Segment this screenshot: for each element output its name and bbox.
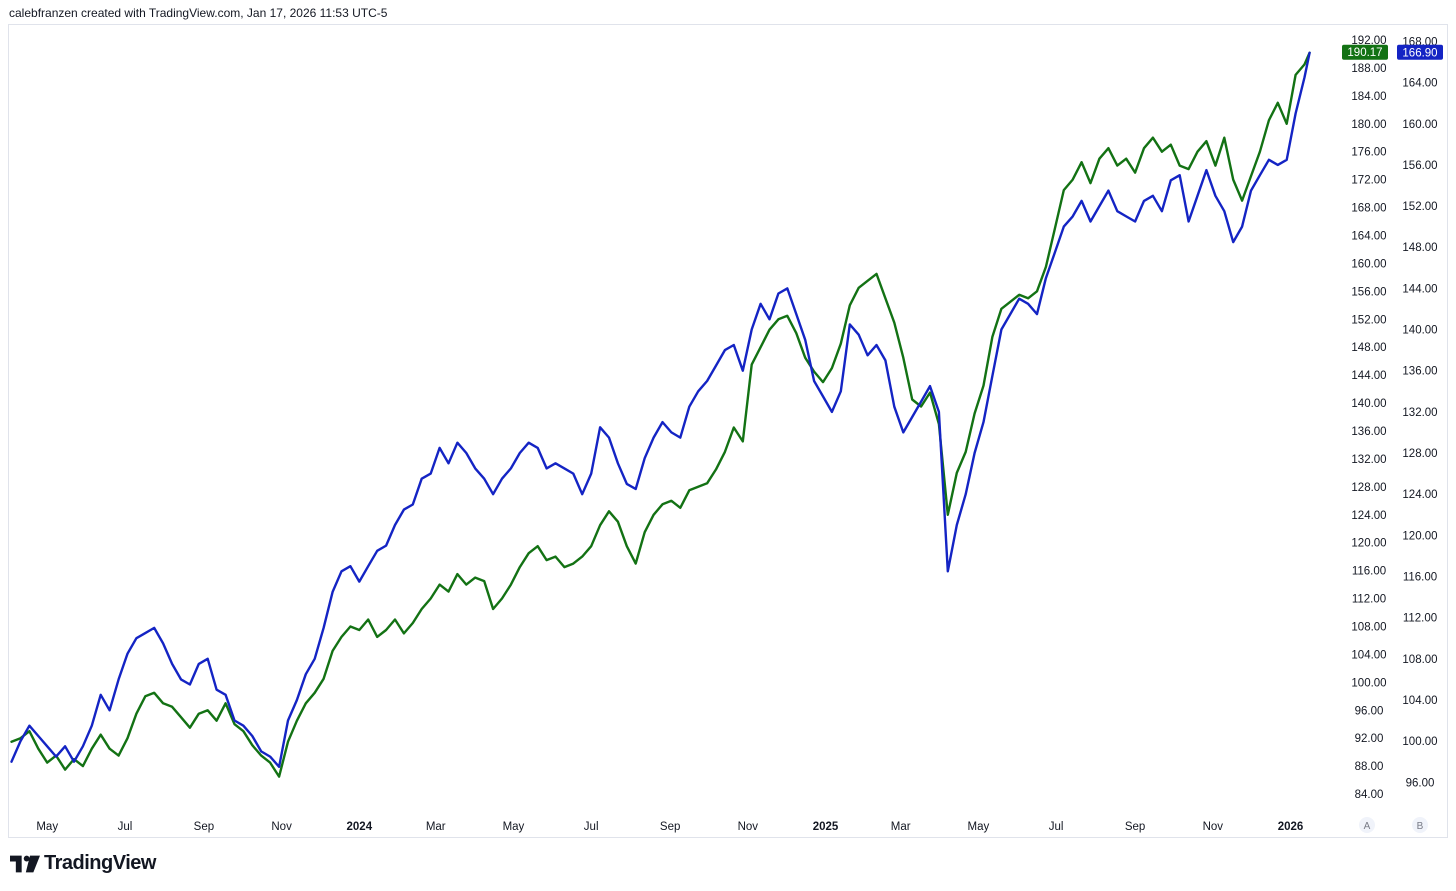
left-axis-tick-label: 188.00 [1351,63,1386,75]
right-axis-tick-label: 116.00 [1403,571,1437,583]
left-axis-tick-label: 84.00 [1355,789,1384,801]
series-lines [10,51,1311,778]
left-axis-tick-label: 104.00 [1351,649,1386,661]
right-axis-tick-label: 148.00 [1402,242,1437,254]
left-axis-tick-label: 180.00 [1351,119,1386,131]
left-axis-tick-label: 168.00 [1351,203,1386,215]
left-axis-tick-label: 148.00 [1351,342,1386,354]
left-axis-tick-label: 92.00 [1355,733,1384,745]
time-axis-tick-label: Nov [271,821,292,833]
time-axis-tick-label: May [968,821,990,833]
right-axis-tick-label: 100.00 [1402,736,1437,748]
time-axis-tick-label: Jul [118,821,133,833]
left-axis-tick-label: 124.00 [1351,510,1386,522]
left-axis-tick-label: 144.00 [1351,370,1386,382]
left-last-price-label: 190.17 [1347,47,1382,59]
left-axis-tick-label: 156.00 [1351,286,1386,298]
right-axis-tick-label: 144.00 [1402,283,1437,295]
time-axis-tick-label: Mar [426,821,446,833]
time-axis-tick-label: Nov [738,821,759,833]
time-axis-tick-label: 2026 [1278,821,1304,833]
time-axis-tick-label: 2024 [347,821,373,833]
time-axis-tick-label: Sep [194,821,214,833]
left-axis-tick-label: 184.00 [1351,91,1386,103]
time-axis-tick-label: Mar [891,821,911,833]
last-price-labels: 190.17 166.90 [1342,44,1443,60]
time-axis[interactable]: May Jul Sep Nov 2024 Mar May Jul Sep Nov 2025 Mar Ma… [36,821,1303,833]
time-axis-tick-label: Sep [1125,821,1145,833]
time-axis-tick-label: Nov [1203,821,1224,833]
left-axis-tick-label: 152.00 [1351,314,1386,326]
tradingview-logo-text: TradingView [44,852,156,874]
left-axis-tick-label: 176.00 [1351,147,1386,159]
left-axis-tick-label: 120.00 [1351,538,1386,550]
tradingview-logo-icon [10,855,40,872]
time-axis-tick-label: Jul [1049,821,1064,833]
axis-button-a-label: A [1364,821,1371,832]
time-axis-tick-label: May [503,821,525,833]
left-axis-tick-label: 100.00 [1351,677,1386,689]
right-axis-tick-label: 164.00 [1402,78,1437,90]
right-axis-tick-label: 112.00 [1403,613,1437,625]
right-axis-tick-label: 132.00 [1402,407,1437,419]
right-axis-tick-label: 104.00 [1402,695,1437,707]
right-axis-tick-label: 128.00 [1402,448,1437,460]
right-axis-tick-label: 120.00 [1402,530,1437,542]
tradingview-logo[interactable]: TradingView [10,852,156,875]
green-series-line [10,51,1311,778]
left-axis-tick-label: 116.00 [1352,566,1386,578]
right-last-price-label: 166.90 [1402,47,1437,59]
right-axis-tick-label: 160.00 [1402,119,1437,131]
right-axis-tick-label: 156.00 [1402,160,1437,172]
time-axis-tick-label: May [36,821,58,833]
left-axis-tick-label: 132.00 [1351,454,1386,466]
left-axis-tick-label: 96.00 [1355,705,1384,717]
right-axis-tick-label: 136.00 [1402,366,1437,378]
left-axis-tick-label: 88.00 [1355,761,1384,773]
time-axis-tick-label: Sep [660,821,680,833]
chart-panel[interactable] [8,24,1448,838]
left-axis-tick-label: 108.00 [1351,621,1386,633]
blue-series-line [10,51,1311,768]
right-axis-tick-label: 108.00 [1402,654,1437,666]
time-axis-tick-label: 2025 [813,821,839,833]
chart-credit: calebfranzen created with TradingView.co… [9,6,388,20]
axis-button-b-label: B [1417,821,1424,832]
right-price-axis[interactable]: 168.00164.00160.00156.00152.00148.00144.… [1402,36,1437,789]
right-axis-tick-label: 152.00 [1402,201,1437,213]
left-axis-tick-label: 112.00 [1352,594,1386,606]
time-axis-tick-label: Jul [584,821,599,833]
left-axis-tick-label: 128.00 [1351,482,1386,494]
axis-button-a[interactable]: A [1359,817,1375,833]
left-axis-tick-label: 164.00 [1351,230,1386,242]
right-axis-tick-label: 124.00 [1402,489,1437,501]
left-axis-tick-label: 160.00 [1351,258,1386,270]
left-axis-tick-label: 192.00 [1351,35,1386,47]
left-axis-tick-label: 140.00 [1351,398,1386,410]
left-axis-tick-label: 136.00 [1351,426,1386,438]
axis-button-b[interactable]: B [1412,817,1428,833]
right-last-price-badge [1397,44,1443,60]
left-axis-tick-label: 172.00 [1351,175,1386,187]
left-price-axis[interactable]: 192.00 188.00 184.00 180.00 176.00 172.00 168.… [1351,35,1386,801]
right-axis-tick-label: 140.00 [1402,325,1437,337]
left-last-price-badge [1342,44,1388,60]
right-axis-tick-label: 96.00 [1406,777,1435,789]
